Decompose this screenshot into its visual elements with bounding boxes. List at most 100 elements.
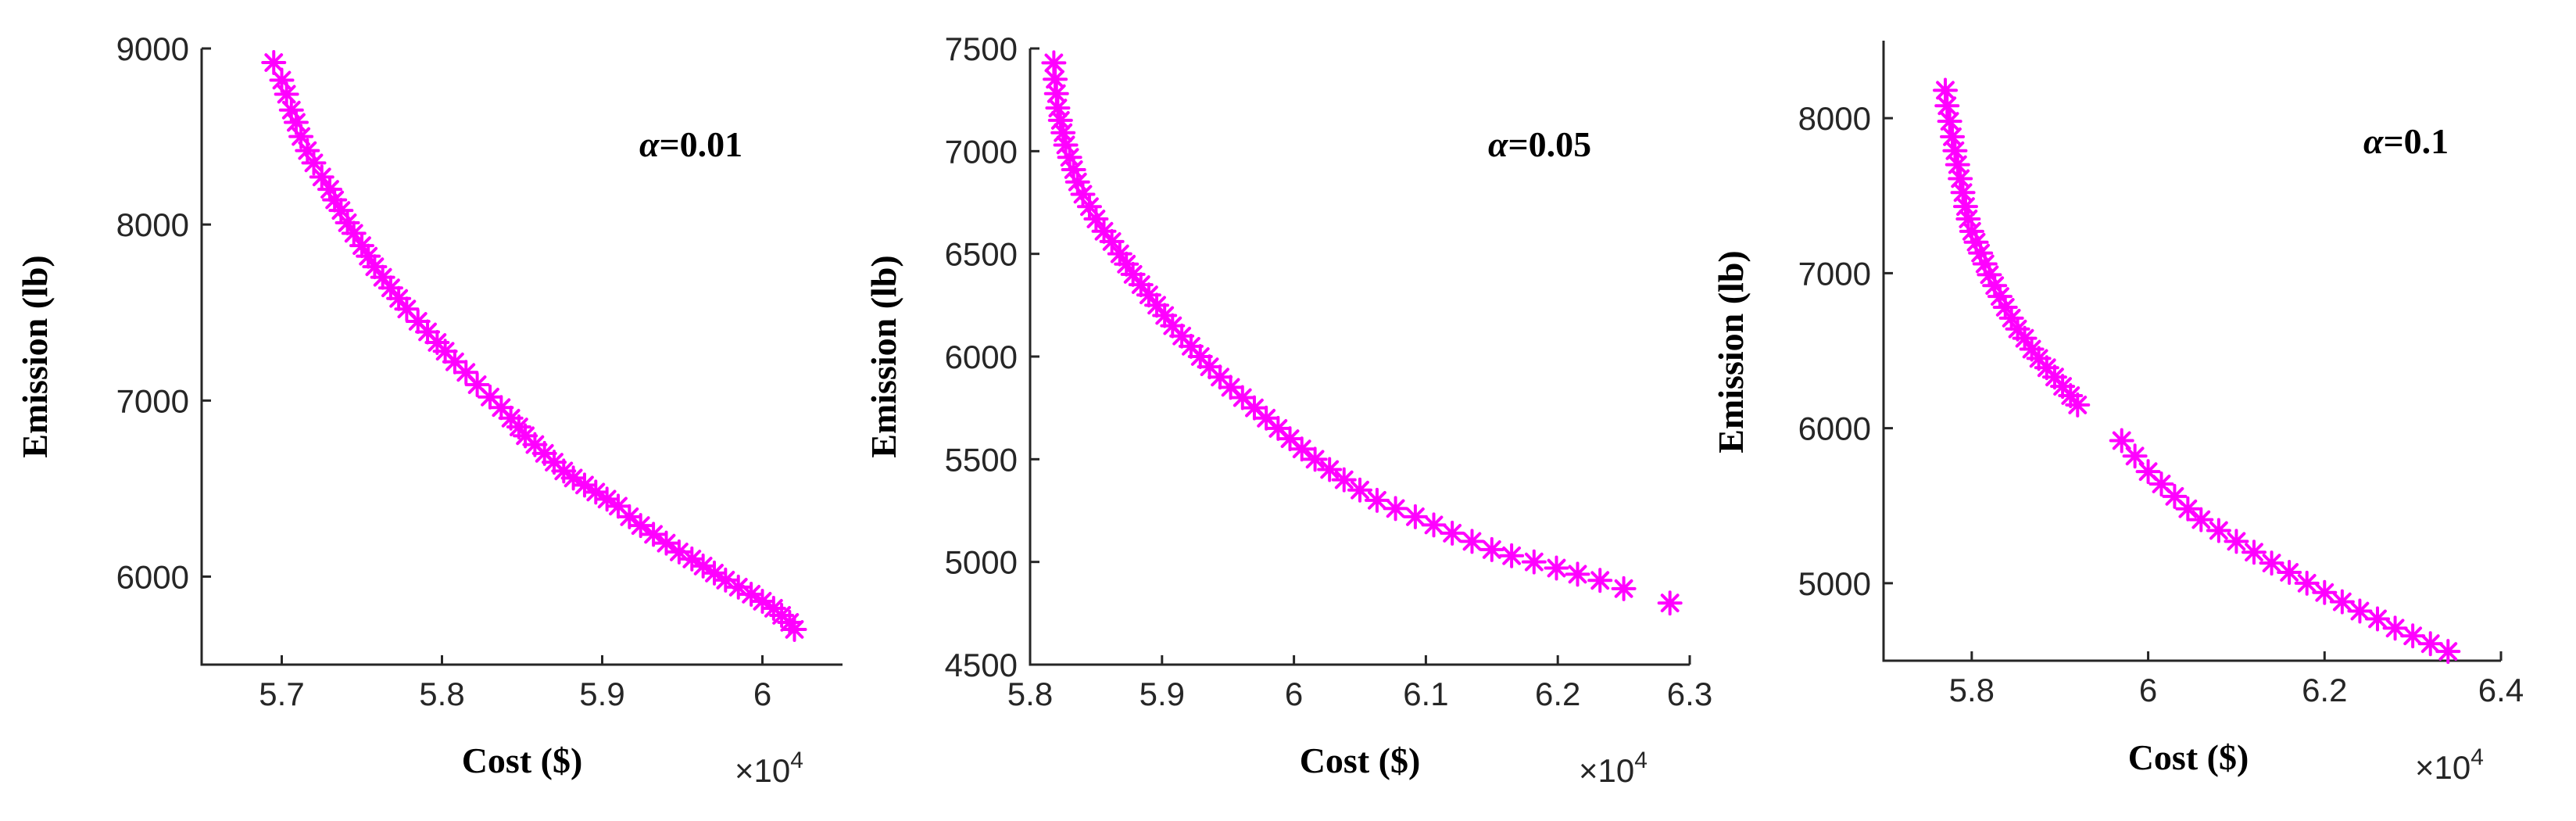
data-point [478,384,503,410]
ticks: 5.8 6 6.2 6.4 5000 6000 7000 8000 [1798,100,2524,708]
data-point [2329,589,2355,615]
data-point [1383,496,1408,522]
data-point [2206,518,2231,543]
data-point [1187,344,1213,369]
data-point [274,81,299,107]
x-axis-label: Cost ($) [462,740,583,780]
data-point [1611,575,1637,601]
x-tick-label: 5.9 [579,676,624,712]
data-point [1047,107,1073,133]
data-point [690,553,716,579]
data-point [1934,93,1960,119]
y-tick-label: 6500 [945,236,1018,273]
data-point [2259,550,2284,576]
x-multiplier: ×104 [735,748,803,789]
x-multiplier-base: ×10 [1579,752,1634,789]
alpha-value: =0.1 [2383,121,2449,161]
data-point [1937,109,1962,134]
data-point [1043,81,1069,106]
y-tick-label: 5500 [945,441,1018,478]
alpha-annotation: α=0.05 [1488,124,1591,164]
x-axis-label: Cost ($) [2128,737,2249,777]
data-point [2400,623,2426,649]
y-tick-label: 8000 [116,206,189,243]
data-point [1289,436,1315,462]
data-point [2109,428,2134,454]
x-multiplier-exponent: 4 [790,748,803,773]
data-point [1565,561,1590,587]
data-point [1521,549,1547,575]
y-tick-label: 7000 [1798,255,1871,292]
data-point [641,522,667,547]
data-point [2435,639,2461,665]
x-multiplier-base: ×10 [2415,749,2470,786]
alpha-symbol: α [1488,124,1509,164]
data-point [1544,555,1569,581]
x-multiplier-base: ×10 [735,752,790,789]
data-point [1347,477,1372,503]
data-point [2365,606,2390,632]
x-tick-label: 6.2 [1535,676,1580,712]
data-point [2175,496,2201,522]
y-axis-label: Emission (lb) [1711,250,1751,453]
data-point [2417,631,2443,657]
data-point [362,254,388,280]
data-point [261,50,287,76]
data-point [2224,529,2249,554]
data-point [1459,529,1485,554]
alpha-value: =0.01 [659,124,742,164]
alpha-annotation: α=0.01 [639,124,742,164]
data-point [1421,512,1447,538]
x-tick-label: 6.2 [2302,672,2347,708]
x-tick-label: 6 [1285,676,1303,712]
data-point [1402,504,1428,529]
data-point [628,513,653,539]
y-tick-label: 5000 [1798,565,1871,602]
data-point [2294,570,2320,596]
alpha-symbol: α [639,124,660,164]
x-tick-label: 5.8 [1949,672,1995,708]
data-point [341,220,367,246]
data-point [782,616,807,642]
x-axis-label: Cost ($) [1300,740,1421,780]
y-tick-label: 6000 [1798,410,1871,447]
axis-box [200,48,843,666]
y-tick-label: 5000 [945,544,1018,581]
data-point [2312,579,2338,605]
y-tick-label: 9000 [116,30,189,67]
data-point [1218,375,1243,400]
x-tick-label: 5.9 [1140,676,1185,712]
y-tick-label: 8000 [1798,100,1871,137]
x-tick-label: 6.3 [1667,676,1712,712]
ticks: 5.8 5.9 6 6.1 6.2 6.3 4500 5000 5500 6000 6500 7000… [945,30,1713,712]
alpha-value: =0.05 [1508,124,1591,164]
chart-panel-alpha-0-01: 5.7 5.8 5.9 6 6000 7000 8000 9000 α=0.01 Cost (… [15,30,843,789]
data-point [1479,536,1504,562]
x-multiplier: ×104 [2415,744,2484,786]
data-point [750,588,775,614]
data-point [2241,540,2267,565]
x-tick-label: 6.4 [2478,672,2524,708]
data-point [1440,520,1465,546]
x-tick-label: 5.8 [1007,676,1053,712]
data-point [301,150,327,176]
x-tick-label: 6 [753,676,771,712]
x-tick-label: 5.8 [419,676,464,712]
axis-box [1882,41,2501,662]
chart-panel-alpha-0-1: 5.8 6 6.2 6.4 5000 6000 7000 8000 α=0.1 Cost ($… [1711,41,2524,786]
data-point [2277,559,2302,585]
x-tick-label: 6.1 [1403,676,1448,712]
ticks: 5.7 5.8 5.9 6 6000 7000 8000 9000 [116,30,772,712]
data-point [1317,457,1343,482]
data-point [2382,615,2408,641]
data-point [1364,487,1390,513]
data-point [1043,66,1068,92]
y-tick-label: 7000 [945,133,1018,170]
data-point [560,465,586,491]
data-point [1587,568,1613,593]
data-point [1265,415,1291,441]
x-multiplier-exponent: 4 [1634,748,1648,773]
y-axis-label: Emission (lb) [864,255,903,457]
alpha-annotation: α=0.1 [2363,121,2449,161]
